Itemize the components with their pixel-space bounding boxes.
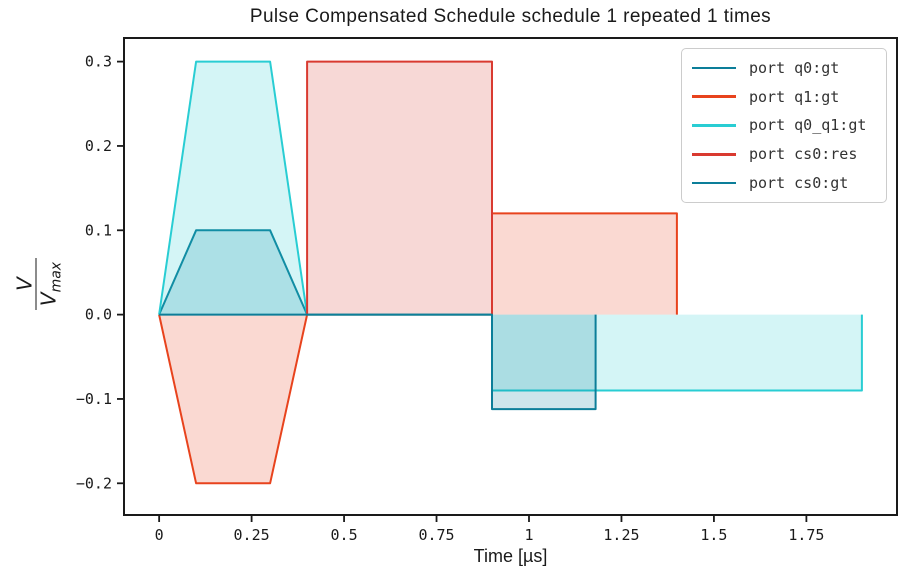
series-fill-port-q1-gt	[159, 213, 677, 484]
x-tick-label: 1.5	[700, 526, 727, 544]
series-line-port-cs0-res	[306, 60, 493, 315]
legend-label: port q0_q1:gt	[749, 116, 867, 135]
axes-frame	[123, 37, 898, 516]
series-fill-port-q0-q1-gt	[159, 61, 862, 391]
legend-line-sample	[692, 95, 736, 98]
y-tick-label: −0.1	[76, 390, 112, 408]
y-tick-label: 0.0	[85, 306, 112, 324]
legend-line-sample	[692, 152, 736, 156]
legend-label: port q0:gt	[749, 58, 840, 77]
legend-line-sample	[692, 66, 736, 70]
legend-item: port q0:gt	[692, 57, 876, 79]
series-fill-port-q0-gt	[159, 230, 308, 315]
series-line-port-q0-gt	[158, 229, 309, 316]
series-fill-port-cs0-gt	[159, 314, 596, 410]
series-fill-port-cs0-res	[307, 61, 492, 315]
x-tick-label: 0.75	[418, 526, 454, 544]
x-tick-label: 1.25	[603, 526, 639, 544]
x-tick-label: 0	[155, 526, 164, 544]
y-tick-label: −0.2	[76, 474, 112, 492]
x-tick-label: 1	[524, 526, 533, 544]
legend-label: port cs0:gt	[749, 174, 849, 193]
legend-line-sample	[692, 124, 736, 127]
legend-item: port q1:gt	[692, 86, 876, 108]
x-tick-label: 0.25	[234, 526, 270, 544]
legend-item: port cs0:res	[692, 143, 876, 165]
series-line-port-cs0-gt	[159, 313, 597, 411]
legend-label: port q1:gt	[749, 87, 840, 106]
legend-line-sample	[692, 181, 736, 185]
y-tick-label: 0.2	[85, 137, 112, 155]
x-axis-label: Time [µs]	[473, 546, 548, 566]
legend-label: port cs0:res	[749, 145, 858, 164]
y-tick-label: 0.3	[85, 53, 112, 71]
x-tick-label: 0.5	[331, 526, 358, 544]
x-tick-label: 1.75	[788, 526, 824, 544]
chart-title: Pulse Compensated Schedule schedule 1 re…	[249, 6, 772, 27]
legend-item: port q0_q1:gt	[692, 115, 876, 137]
legend-item: port cs0:gt	[692, 172, 876, 194]
y-tick-label: 0.1	[85, 221, 112, 239]
